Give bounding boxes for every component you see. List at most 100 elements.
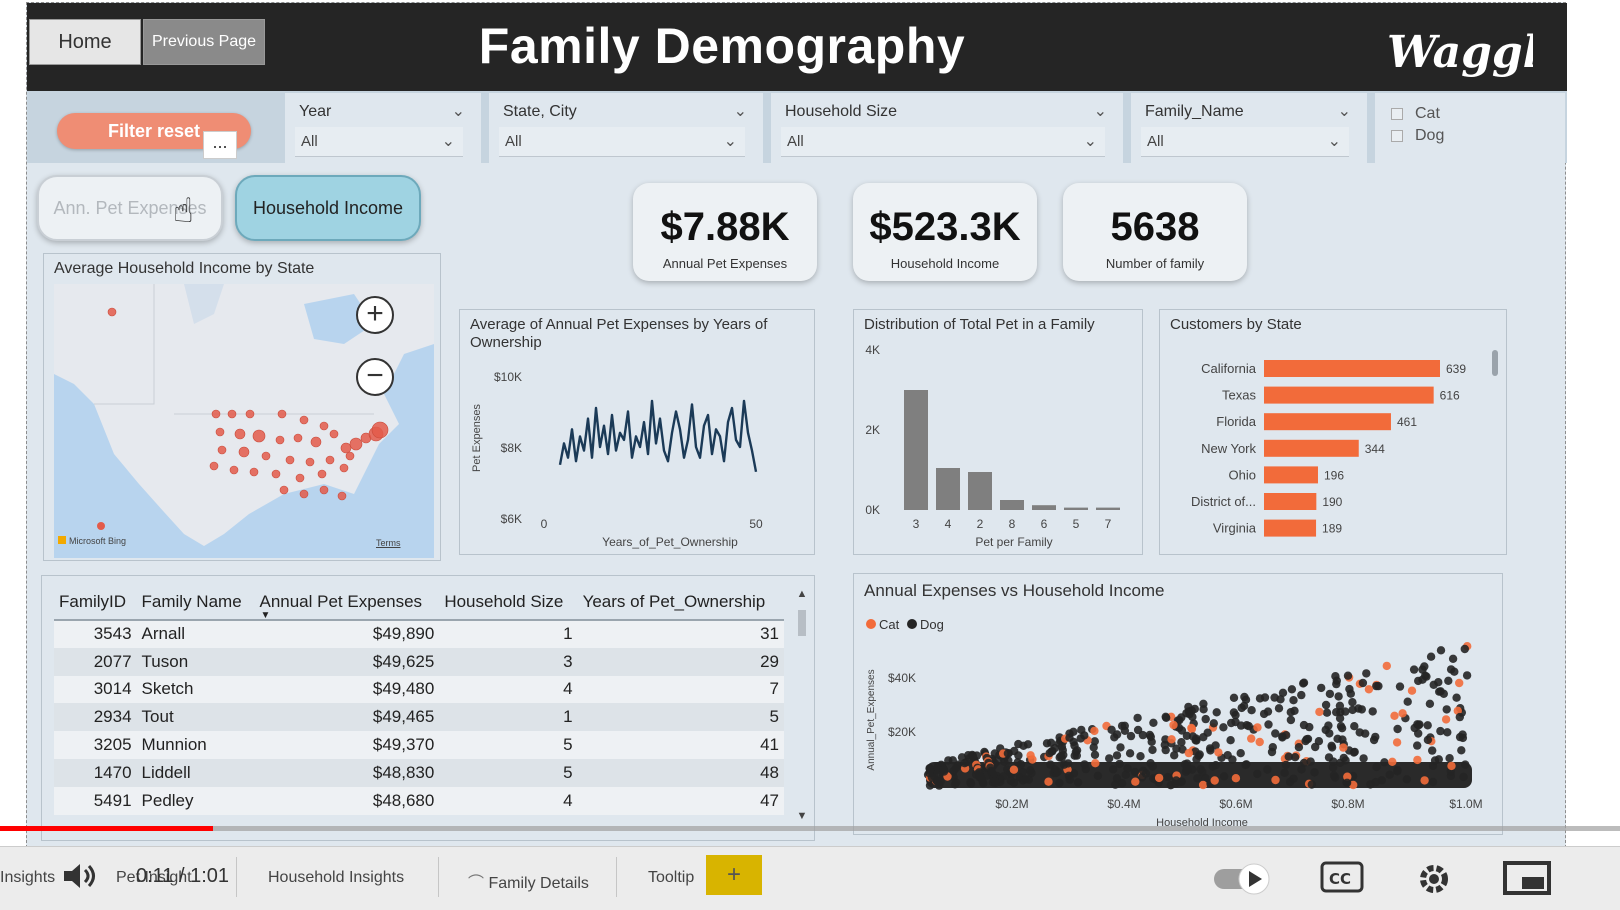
state-bubble[interactable] bbox=[305, 457, 315, 467]
dog-point[interactable] bbox=[1161, 712, 1170, 721]
dog-point[interactable] bbox=[1395, 682, 1405, 691]
column-header[interactable]: Household Size bbox=[439, 584, 578, 621]
state-bubble[interactable] bbox=[340, 442, 352, 454]
state-bubble[interactable] bbox=[339, 463, 349, 473]
dog-point[interactable] bbox=[1130, 767, 1140, 777]
dog-point[interactable] bbox=[1006, 776, 1015, 785]
miniplayer-icon[interactable] bbox=[1502, 857, 1554, 897]
dog-point[interactable] bbox=[1268, 743, 1277, 752]
dog-point[interactable] bbox=[1403, 697, 1412, 706]
volume-icon[interactable] bbox=[60, 861, 100, 891]
dog-point[interactable] bbox=[1117, 779, 1127, 788]
dog-option[interactable]: Dog bbox=[1391, 127, 1444, 145]
dog-point[interactable] bbox=[1193, 774, 1202, 783]
dog-point[interactable] bbox=[949, 766, 958, 776]
state-bubble[interactable] bbox=[299, 489, 309, 499]
zoom-out-button[interactable]: − bbox=[356, 358, 394, 396]
dog-point[interactable] bbox=[1247, 706, 1256, 715]
state-bubbles[interactable] bbox=[107, 307, 389, 501]
state-bubble[interactable] bbox=[107, 307, 117, 317]
cat-point[interactable] bbox=[1447, 761, 1456, 771]
state-bubble[interactable] bbox=[217, 445, 227, 455]
dog-point[interactable] bbox=[1065, 775, 1074, 784]
dog-point[interactable] bbox=[1290, 706, 1299, 715]
settings-gear-icon[interactable] bbox=[1412, 857, 1456, 901]
dog-point[interactable] bbox=[1372, 762, 1381, 772]
cat-point[interactable] bbox=[1184, 748, 1193, 758]
cat-point[interactable] bbox=[1441, 715, 1451, 724]
dog-point[interactable] bbox=[1443, 728, 1452, 737]
dog-point[interactable] bbox=[1175, 716, 1184, 725]
cat-point[interactable] bbox=[1091, 759, 1100, 768]
dog-point[interactable] bbox=[1328, 763, 1338, 772]
dog-point[interactable] bbox=[1324, 753, 1334, 762]
dog-point[interactable] bbox=[1331, 672, 1340, 681]
dog-point[interactable] bbox=[1182, 764, 1191, 773]
line-chart[interactable]: $10K $8K $6K 0 50 Years_of_Pet_Ownership Pet E… bbox=[460, 310, 816, 556]
legend-label-cat[interactable]: Cat bbox=[879, 617, 900, 632]
autoplay-toggle-icon[interactable] bbox=[1212, 857, 1278, 897]
dog-point[interactable] bbox=[1281, 760, 1291, 770]
cat-point[interactable] bbox=[1255, 737, 1264, 747]
dog-point[interactable] bbox=[1413, 741, 1422, 750]
dog-point[interactable] bbox=[1460, 644, 1469, 654]
dog-point[interactable] bbox=[1166, 781, 1175, 790]
dog-point[interactable] bbox=[1341, 756, 1350, 765]
dog-point[interactable] bbox=[1219, 772, 1229, 781]
dog-point[interactable] bbox=[1343, 671, 1353, 680]
dog-point[interactable] bbox=[1297, 765, 1306, 774]
dog-point[interactable] bbox=[1188, 712, 1197, 722]
dog-point[interactable] bbox=[1178, 745, 1187, 754]
dog-point[interactable] bbox=[1409, 665, 1419, 674]
chevron-down-icon[interactable]: ⌄ bbox=[441, 133, 455, 150]
dog-point[interactable] bbox=[1423, 735, 1433, 745]
chevron-down-icon[interactable]: ⌄ bbox=[733, 103, 747, 120]
state-bubble[interactable] bbox=[252, 429, 266, 443]
previous-page-button[interactable]: Previous Page bbox=[143, 19, 265, 65]
dog-point[interactable] bbox=[1348, 698, 1357, 707]
dog-point[interactable] bbox=[1461, 760, 1470, 769]
state-bubble[interactable] bbox=[317, 469, 327, 479]
dog-point[interactable] bbox=[1435, 687, 1444, 696]
table-row[interactable]: 2934 Tout $49,465 1 5 bbox=[54, 703, 784, 732]
dog-point[interactable] bbox=[1280, 768, 1289, 777]
cat-point[interactable] bbox=[1364, 685, 1374, 694]
dog-point[interactable] bbox=[1120, 726, 1130, 735]
state-bubble[interactable] bbox=[245, 409, 255, 419]
dog-point[interactable] bbox=[1018, 776, 1027, 785]
dog-point[interactable] bbox=[1206, 746, 1215, 755]
dog-point[interactable] bbox=[1317, 683, 1326, 693]
state-bubble[interactable] bbox=[261, 451, 271, 461]
bar[interactable] bbox=[1064, 507, 1088, 510]
cat-point[interactable] bbox=[1315, 707, 1324, 717]
table-row[interactable]: 2077 Tuson $49,625 3 29 bbox=[54, 647, 784, 676]
dog-point[interactable] bbox=[1123, 764, 1132, 773]
cat-point[interactable] bbox=[1169, 720, 1178, 730]
bar-chart[interactable]: 4K 2K 0K 3 4 2 8 6 5 7 Pet per Family bbox=[854, 310, 1144, 556]
dog-point[interactable] bbox=[1080, 760, 1089, 769]
chevron-down-icon[interactable]: ⌄ bbox=[1093, 103, 1107, 120]
dog-point[interactable] bbox=[1053, 767, 1062, 777]
bar[interactable] bbox=[1096, 507, 1120, 510]
dog-point[interactable] bbox=[991, 778, 1000, 788]
scroll-up-icon[interactable]: ▲ bbox=[796, 588, 808, 600]
dog-point[interactable] bbox=[1192, 755, 1201, 764]
dog-point[interactable] bbox=[1414, 721, 1423, 730]
dog-point[interactable] bbox=[1297, 690, 1306, 700]
dog-point[interactable] bbox=[1299, 758, 1309, 768]
state-bubble[interactable] bbox=[319, 421, 329, 431]
terms-link[interactable]: Terms bbox=[376, 538, 401, 548]
checkbox[interactable] bbox=[1391, 108, 1403, 120]
dog-point[interactable] bbox=[1289, 696, 1298, 705]
dog-point[interactable] bbox=[1445, 754, 1454, 763]
dog-point[interactable] bbox=[1452, 693, 1461, 702]
bar[interactable] bbox=[1264, 519, 1317, 537]
dog-point[interactable] bbox=[1325, 689, 1335, 699]
dog-point[interactable] bbox=[1003, 749, 1013, 758]
dog-point[interactable] bbox=[1294, 743, 1304, 752]
dog-point[interactable] bbox=[1314, 737, 1324, 746]
dog-point[interactable] bbox=[1112, 730, 1122, 739]
dog-point[interactable] bbox=[1228, 755, 1237, 764]
family-name-slicer[interactable]: Family_Name ⌄ All ⌄ bbox=[1131, 93, 1367, 163]
state-bubble[interactable] bbox=[229, 465, 239, 475]
